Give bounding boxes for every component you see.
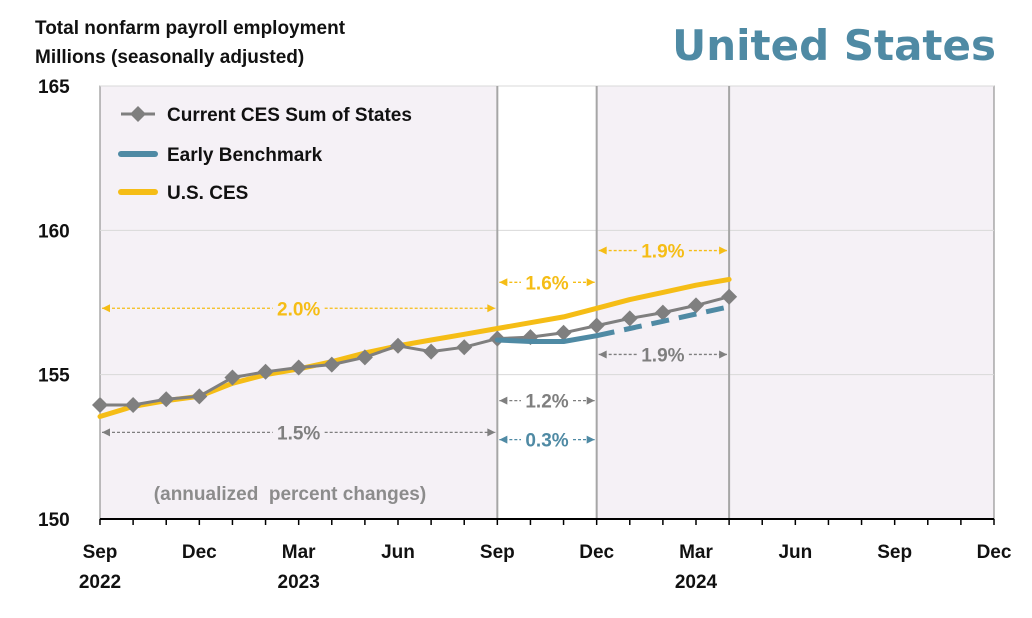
annotation-arrowhead [487, 428, 496, 437]
annotation-label: 1.5% [277, 423, 320, 444]
current-ces-point [621, 310, 638, 327]
annotation-arrowhead [586, 396, 595, 405]
current-ces-point [721, 288, 738, 305]
current-ces-point [588, 317, 605, 334]
x-tick-year: 2022 [79, 572, 121, 593]
current-ces-point [290, 359, 307, 376]
series-lines [92, 276, 738, 419]
y-tick-label: 160 [38, 221, 70, 242]
annotation-label: 1.2% [525, 392, 568, 413]
country-label: United States [672, 21, 996, 70]
annotation-label: 1.9% [641, 345, 684, 366]
current-ces-point [92, 396, 108, 413]
x-tick-year: 2024 [675, 572, 718, 593]
annualized-note: (annualized percent changes) [154, 484, 426, 505]
annotation-arrowhead [598, 246, 607, 255]
annotation-arrowhead [719, 350, 728, 359]
current-ces-point [356, 349, 373, 366]
x-tick-label: Dec [977, 542, 1012, 563]
annotations: 2.0% 1.6% 1.9% 1.9% 1.2% 1.5% 0.3% [102, 242, 728, 452]
x-tick-label: Jun [381, 542, 415, 563]
annotation-arrowhead [102, 304, 110, 313]
current-ces-point [323, 356, 340, 373]
legend-current-ces-marker [130, 106, 146, 122]
current-ces-point [456, 339, 473, 356]
current-ces-point [654, 304, 671, 321]
current-ces-point [688, 297, 704, 314]
y-tick-label: 155 [38, 366, 70, 387]
current-ces-point [125, 396, 142, 413]
y-axis: 150 155 160 165 [38, 77, 70, 531]
current-ces-point [555, 324, 572, 341]
x-tick-label: Sep [877, 542, 912, 563]
plot-area [99, 85, 995, 520]
annotation-arrowhead [487, 304, 496, 313]
early-benchmark-line [494, 333, 600, 344]
x-tick-label: Jun [778, 542, 812, 563]
current-ces-point [257, 363, 274, 380]
legend-current-ces-label: Current CES Sum of States [167, 105, 412, 126]
current-ces-point [158, 391, 175, 408]
annotation-arrowhead [719, 246, 728, 255]
highlight-period [497, 86, 597, 519]
annotation-label: 1.6% [525, 273, 568, 294]
x-tick-year: 2023 [278, 572, 320, 593]
legend-us-ces-label: U.S. CES [167, 183, 248, 204]
annotation-label: 2.0% [277, 299, 320, 320]
x-tick-label: Dec [182, 542, 217, 563]
current-ces-point [191, 388, 208, 405]
current-ces-point [423, 343, 440, 360]
chart-subtitle: Millions (seasonally adjusted) [35, 47, 304, 68]
chart-title: Total nonfarm payroll employment [35, 18, 346, 39]
annotation-arrowhead [102, 428, 110, 437]
x-tick-label: Sep [83, 542, 118, 563]
x-tick-label: Dec [579, 542, 614, 563]
annotation-label: 0.3% [525, 431, 568, 452]
early-benchmark-dashed-line [596, 304, 730, 339]
legend-early-benchmark-label: Early Benchmark [167, 145, 323, 166]
x-tick-label: Sep [480, 542, 515, 563]
x-tick-label: Mar [282, 542, 316, 563]
x-tick-label: Mar [679, 542, 713, 563]
annotation-arrowhead [586, 278, 595, 287]
legend: Current CES Sum of States Early Benchmark… [118, 105, 412, 204]
y-tick-label: 165 [38, 77, 70, 98]
annotation-arrowhead [598, 350, 607, 359]
annotation-label: 1.9% [641, 242, 684, 263]
current-ces-point [390, 337, 406, 354]
annotation-arrowhead [499, 396, 508, 405]
current-ces-point [224, 369, 241, 386]
annotation-arrowhead [499, 435, 508, 444]
x-axis: Sep 2022 Dec Mar 2023 Jun Sep Dec Mar 2024 Jun Sep D… [79, 518, 1012, 593]
annotation-arrowhead [499, 278, 508, 287]
annotation-arrowhead [586, 435, 595, 444]
y-tick-label: 150 [38, 510, 70, 531]
